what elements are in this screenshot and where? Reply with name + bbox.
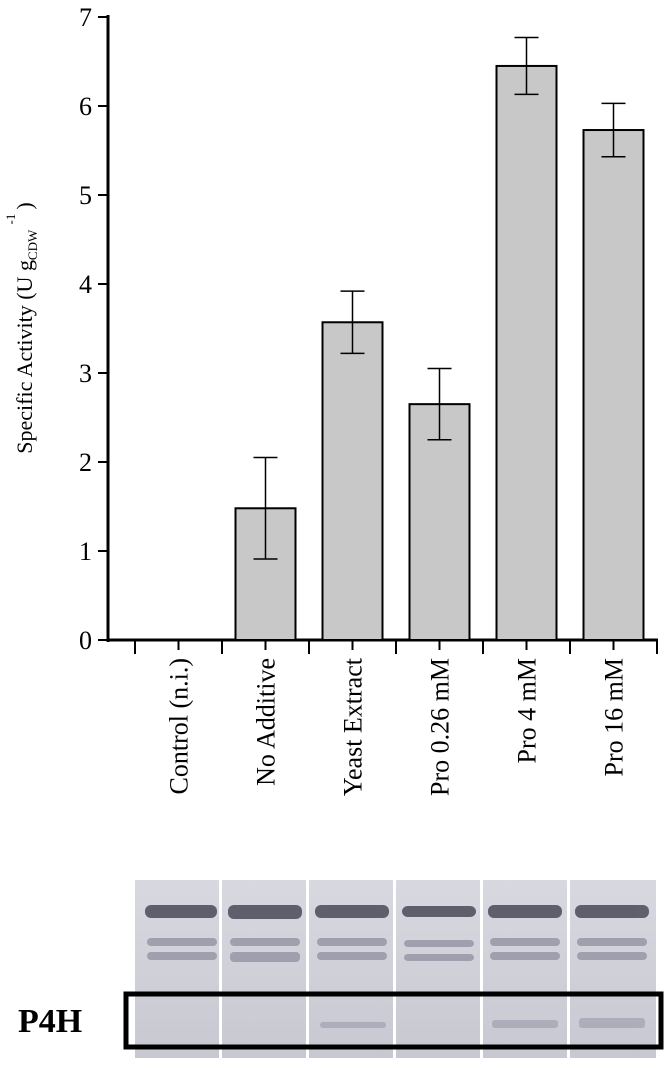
bar: [321, 321, 384, 641]
y-tick-label: 4: [79, 270, 92, 299]
y-tick-label: 0: [79, 626, 92, 655]
error-bar: [427, 367, 452, 441]
x-tick-label: Pro 16 mM: [600, 658, 629, 776]
error-bar: [253, 456, 278, 560]
x-tick-label: Pro 0.26 mM: [426, 658, 455, 796]
error-bar: [340, 290, 365, 355]
gel-image: [123, 880, 664, 1058]
y-label-sup: -1: [3, 214, 18, 225]
y-label-text: ): [12, 202, 37, 209]
error-bar: [514, 36, 539, 96]
y-tick-label: 2: [79, 448, 92, 477]
x-tick-label: No Additive: [252, 658, 281, 786]
gel-label: P4H: [18, 1003, 82, 1040]
y-tick-label: 5: [79, 181, 92, 210]
y-label-text: Specific Activity (U g: [12, 260, 37, 454]
y-axis-label: Specific Activity (U gCDW -1): [3, 202, 40, 453]
y-tick-label: 3: [79, 359, 92, 388]
y-tick-label: 6: [79, 92, 92, 121]
y-tick-label: 1: [79, 537, 92, 566]
x-tick-label: Control (n.i.): [165, 658, 194, 795]
bar: [495, 64, 558, 641]
error-bar: [601, 102, 626, 158]
x-tick-label: Pro 4 mM: [513, 658, 542, 763]
bar: [582, 129, 645, 641]
x-tick-label: Yeast Extract: [339, 657, 368, 796]
y-tick-label: 7: [79, 3, 92, 32]
y-label-sub: CDW: [25, 229, 40, 260]
